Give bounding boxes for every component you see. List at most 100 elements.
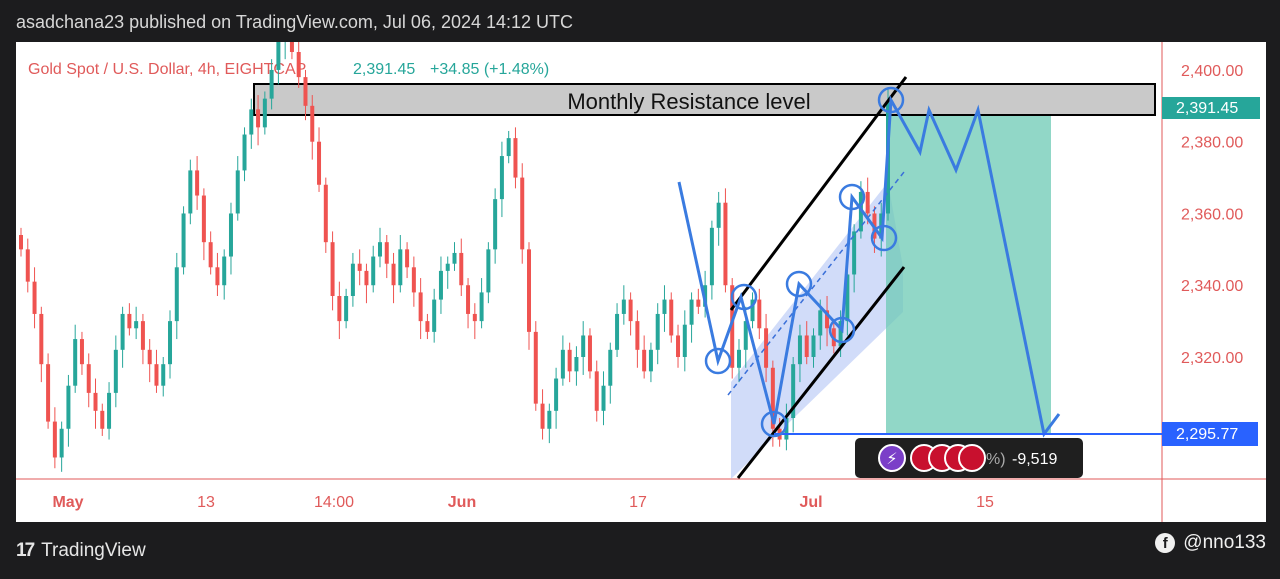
time-tick-label: 15 — [976, 494, 994, 511]
channel-lower-line[interactable] — [736, 266, 906, 479]
candle — [466, 278, 471, 329]
candle — [384, 235, 389, 279]
candle — [405, 242, 410, 279]
candle — [59, 421, 64, 472]
time-tick-label: 17 — [629, 494, 647, 511]
candle — [350, 252, 355, 307]
candle — [601, 371, 606, 426]
candle — [418, 278, 423, 340]
candle — [459, 238, 464, 296]
time-axis[interactable]: May 13 14:00 Jun 17 Jul 15 — [52, 494, 994, 511]
candle — [438, 256, 443, 314]
price-axis[interactable]: 2,400.00 2,380.00 2,360.00 2,340.00 2,320.00… — [1181, 63, 1243, 439]
candle — [215, 252, 220, 296]
candle — [296, 42, 301, 88]
candle — [113, 335, 118, 408]
drawing-group[interactable] — [677, 76, 1162, 479]
chart-panel[interactable]: Monthly Resistance level Gold Spot / U.S… — [16, 42, 1266, 522]
candle — [330, 231, 335, 311]
pivot-marker[interactable] — [828, 316, 856, 344]
pivot-marker[interactable] — [838, 183, 866, 211]
pivot-marker[interactable] — [870, 224, 898, 252]
time-tick-label: May — [52, 494, 83, 511]
candle — [303, 69, 308, 121]
pivot-marker[interactable] — [730, 283, 758, 311]
candle — [140, 313, 145, 365]
target-price-tag — [1162, 422, 1258, 446]
candle — [716, 191, 721, 246]
candle — [520, 163, 525, 264]
candle — [66, 374, 71, 447]
candle — [174, 252, 179, 340]
candle — [377, 227, 382, 268]
target-zone — [886, 112, 1051, 435]
symbol-name: Gold Spot / U.S. Dollar, 4h, EIGHTCAP — [28, 61, 306, 78]
candle — [750, 292, 755, 329]
candle — [635, 310, 640, 368]
price-tick-label: 2,380.00 — [1181, 135, 1243, 152]
candle — [208, 231, 213, 275]
candle — [310, 95, 315, 160]
candle — [195, 156, 200, 210]
target-price-label: 2,295.77 — [1176, 426, 1238, 443]
candle — [262, 91, 267, 135]
candle — [587, 328, 592, 379]
trade-info-box[interactable]: ⚡ %) -9,519 — [855, 438, 1083, 478]
candle — [499, 141, 504, 218]
candle — [411, 256, 416, 307]
price-tick-label: 2,360.00 — [1181, 206, 1243, 223]
candle — [852, 224, 857, 293]
lightning-icon — [878, 444, 906, 472]
pivot-marker[interactable] — [877, 86, 905, 114]
candle — [181, 206, 186, 275]
candle — [736, 339, 741, 383]
candle — [93, 378, 98, 429]
tradingview-icon: 17 — [16, 540, 35, 561]
candle — [39, 306, 44, 383]
candle — [120, 306, 125, 368]
candle — [168, 310, 173, 379]
time-tick-label: 13 — [197, 494, 215, 511]
trade-box-value: -9,519 — [1012, 451, 1057, 468]
candle — [804, 321, 809, 365]
candle — [371, 245, 376, 293]
candle — [344, 288, 349, 329]
candle — [19, 227, 23, 257]
candle — [134, 306, 139, 340]
candle — [79, 331, 84, 375]
candle — [25, 238, 30, 293]
candle — [709, 220, 714, 300]
candle — [445, 256, 450, 289]
candle — [811, 328, 816, 368]
candle — [513, 127, 518, 189]
wave-path[interactable] — [677, 94, 1061, 438]
candle — [337, 281, 342, 340]
pivot-marker[interactable] — [760, 410, 788, 438]
candle — [669, 292, 674, 343]
candle — [642, 335, 647, 379]
candle — [567, 342, 572, 383]
candle — [723, 188, 728, 293]
candle — [696, 288, 701, 314]
social-handle[interactable]: f @nno133 — [1155, 532, 1266, 554]
candle — [757, 288, 762, 340]
pivot-marker[interactable] — [785, 270, 813, 298]
candle — [825, 296, 830, 347]
brand-name: TradingView — [41, 540, 146, 561]
candle — [574, 346, 579, 386]
candle — [506, 130, 511, 164]
channel-upper-line[interactable] — [729, 76, 908, 311]
price-chart[interactable]: Monthly Resistance level Gold Spot / U.S… — [16, 42, 1266, 522]
candle — [479, 278, 484, 329]
flag-icon — [958, 444, 986, 472]
candle — [107, 382, 112, 440]
candle — [284, 42, 286, 60]
candle — [317, 127, 322, 192]
candle — [682, 310, 687, 372]
tradingview-logo[interactable]: 17 TradingView — [16, 540, 146, 562]
candle — [791, 357, 796, 433]
candle — [621, 285, 626, 325]
candle — [235, 156, 240, 221]
pivot-marker[interactable] — [704, 347, 732, 375]
candle — [648, 342, 653, 383]
